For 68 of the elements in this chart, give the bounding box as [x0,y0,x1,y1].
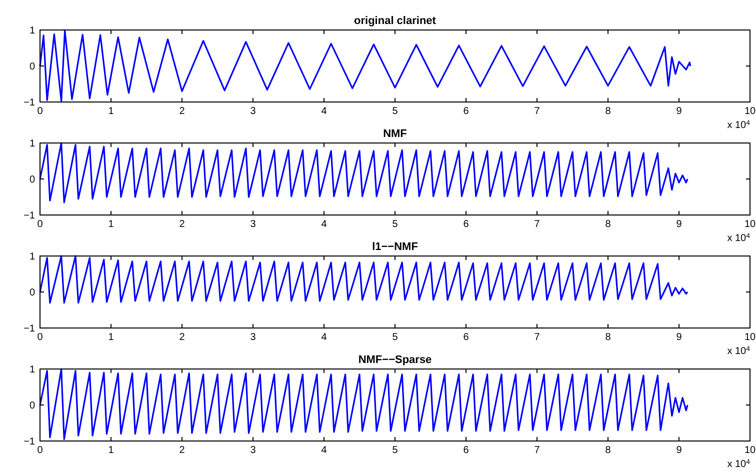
y-tick-label: −1 [24,324,36,334]
x-tick-label: 3 [250,445,256,456]
y-tick-label: 1 [29,364,36,376]
line-series [39,368,688,440]
x-tick-label: 2 [179,106,186,117]
x-tick-label: 10 [744,445,756,456]
x-tick-label: 1 [108,332,114,343]
chart-title: original clarinet [354,15,436,27]
x-tick-label: 7 [534,332,540,343]
x-tick-label: 1 [108,219,114,230]
chart-title: NMF−−Sparse [358,354,432,366]
x-tick-label: 8 [605,332,612,343]
y-tick-label: 0 [29,62,36,72]
x-tick-label: 8 [605,445,612,456]
chart-title: l1−−NMF [372,241,418,253]
y-tick-label: −1 [24,436,36,448]
x-tick-label: 6 [463,445,470,456]
x-tick-label: 5 [392,106,398,117]
x-tick-label: 0 [37,106,44,117]
line-series [39,30,692,102]
y-tick-label: 1 [29,252,36,262]
y-tick-label: −1 [24,210,36,222]
x-tick-label: 4 [321,332,328,343]
x-tick-label: 9 [676,332,682,343]
x-tick-label: 2 [179,219,186,230]
x-tick-label: 4 [321,219,328,230]
x-tick-label: 3 [250,332,256,343]
x-tick-label: 5 [392,332,398,343]
text: x 10$^{4}$ [727,232,750,244]
x-tick-label: 2 [179,445,186,456]
x-tick-label: 7 [534,219,540,230]
x-tick-label: 10 [744,106,756,117]
line-series [39,255,688,304]
x-tick-label: 6 [463,106,470,117]
x-tick-label: 6 [463,332,470,343]
y-tick-label: 0 [29,174,36,186]
x-tick-label: 8 [605,219,612,230]
x-tick-label: 7 [534,445,540,456]
x-tick-label: 3 [250,106,256,117]
x-tick-label: 8 [605,106,612,117]
x-tick-label: 5 [392,219,398,230]
x-tick-label: 2 [179,332,186,343]
x-tick-label: 5 [392,445,398,456]
x-tick-label: 1 [108,106,114,117]
y-tick-label: −1 [24,98,36,108]
x-tick-label: 6 [463,219,470,230]
y-tick-label: 0 [29,288,36,298]
x-tick-label: 1 [108,445,114,456]
x-tick-label: 0 [37,445,44,456]
x-tick-label: 3 [250,219,256,230]
text: x 10$^{4}$ [727,120,750,131]
chart-title: NMF [383,128,408,140]
y-tick-label: 1 [29,138,36,150]
y-tick-label: 0 [29,400,36,412]
x-tick-label: 0 [37,332,44,343]
x-tick-label: 0 [37,219,44,230]
x-tick-label: 4 [321,106,328,117]
text: x 10$^{4}$ [727,458,750,470]
line-series [39,142,688,204]
x-tick-label: 9 [676,219,682,230]
x-tick-label: 9 [676,106,682,117]
x-tick-label: 9 [676,445,682,456]
x-tick-label: 7 [534,106,540,117]
x-tick-label: 10 [744,219,756,230]
text: x 10$^{4}$ [727,346,750,357]
x-tick-label: 4 [321,445,328,456]
x-tick-label: 10 [744,332,756,343]
y-tick-label: 1 [29,26,36,36]
